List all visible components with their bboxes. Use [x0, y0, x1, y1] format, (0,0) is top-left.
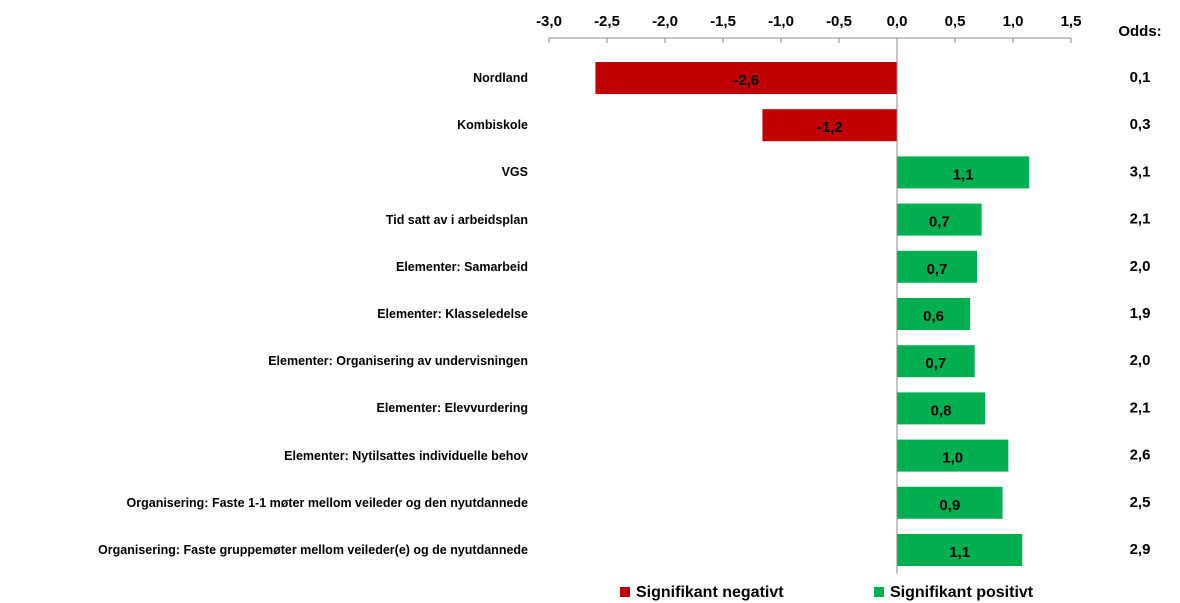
odds-label: 0,1: [1130, 69, 1151, 86]
legend-label: Signifikant negativt: [636, 584, 784, 601]
value-label: 0,8: [931, 402, 952, 419]
category-text: Elementer: Nytilsattes individuelle beho…: [284, 448, 528, 463]
value-label: 0,7: [925, 355, 946, 372]
odds-label: 2,9: [1130, 541, 1151, 558]
odds-label: 2,0: [1130, 352, 1151, 369]
bar: [897, 250, 978, 283]
value-label: 1,1: [949, 544, 970, 561]
bar: [897, 392, 986, 425]
bar: [897, 345, 975, 378]
odds-label: 3,1: [1130, 163, 1151, 180]
x-tick-label: -3,0: [536, 13, 562, 30]
value-label: 0,7: [927, 261, 948, 278]
x-tick-label: 0,5: [945, 13, 966, 30]
x-tick-label: -0,5: [826, 13, 852, 30]
value-label: 0,6: [923, 308, 944, 325]
x-tick-label: -2,0: [652, 13, 678, 30]
value-label: -2,6: [733, 72, 759, 89]
odds-label: 2,1: [1130, 211, 1151, 228]
category-label: VGS: [501, 165, 528, 180]
odds-label: 1,9: [1130, 305, 1151, 322]
x-tick-label: 0,0: [887, 13, 908, 30]
odds-label: 2,0: [1130, 258, 1151, 275]
x-tick-label: -2,5: [594, 13, 620, 30]
bar: [897, 203, 982, 236]
category-text: Organisering: Faste 1-1 møter mellom vei…: [126, 495, 528, 510]
x-tick-label: 1,5: [1061, 13, 1082, 30]
category-label: Organisering: Faste 1-1 møter mellom vei…: [126, 495, 528, 510]
bar: [762, 109, 897, 142]
legend-label: Signifikant positivt: [890, 584, 1034, 601]
category-label: Kombiskole: [457, 118, 528, 133]
x-tick-label: 1,0: [1003, 13, 1024, 30]
category-text: Tid satt av i arbeidsplan: [385, 212, 528, 227]
bar: [897, 156, 1030, 189]
category-label: Tid satt av i arbeidsplan: [385, 212, 528, 227]
value-label: -1,2: [817, 119, 843, 136]
category-label: Organisering: Faste gruppemøter mellom v…: [98, 543, 528, 557]
bar: [897, 534, 1023, 566]
bar: [897, 298, 971, 330]
x-tick-label: -1,5: [710, 13, 736, 30]
odds-label: 2,6: [1130, 447, 1151, 464]
odds-label: 2,5: [1130, 494, 1151, 511]
category-label: Elementer: Organisering av undervisninge…: [268, 354, 528, 369]
bar: [897, 486, 1003, 519]
category-text: Elementer: Elevvurdering: [376, 401, 528, 416]
value-label: 0,9: [939, 497, 960, 514]
value-label: 1,0: [942, 450, 963, 467]
value-label: 1,1: [953, 166, 974, 183]
odds-label: 2,1: [1130, 399, 1151, 416]
category-text: Organisering: Faste gruppemøter mellom v…: [98, 543, 528, 557]
category-label: Nordland: [473, 71, 528, 85]
x-tick-label: -1,0: [768, 13, 794, 30]
odds-title: Odds:: [1118, 23, 1161, 40]
legend-swatch: [620, 587, 630, 597]
category-text: Nordland: [473, 71, 528, 85]
category-label: Elementer: Nytilsattes individuelle beho…: [284, 448, 528, 463]
category-label: Elementer: Elevvurdering: [376, 401, 528, 416]
category-text: Elementer: Organisering av undervisninge…: [268, 354, 528, 369]
category-text: Elementer: Samarbeid: [396, 259, 528, 274]
category-label: Elementer: Samarbeid: [396, 259, 528, 274]
bar: [897, 439, 1009, 472]
legend-swatch: [874, 587, 884, 597]
category-text: Kombiskole: [457, 118, 528, 133]
category-text: Elementer: Klasseledelse: [377, 307, 528, 321]
category-text: VGS: [501, 165, 528, 180]
bar: [595, 62, 897, 94]
category-label: Elementer: Klasseledelse: [377, 307, 528, 321]
odds-label: 0,3: [1130, 116, 1151, 133]
value-label: 0,7: [929, 214, 950, 231]
